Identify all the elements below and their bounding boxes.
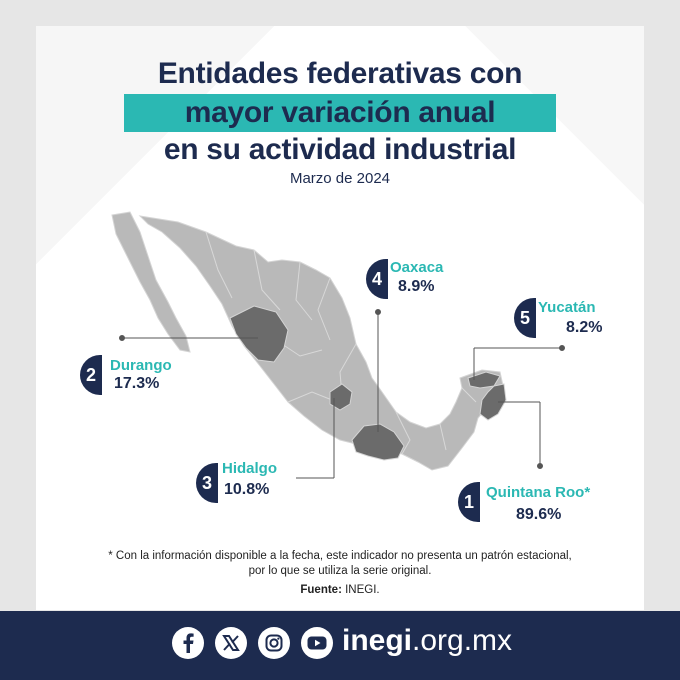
- map-state-quintana-roo: [479, 383, 507, 421]
- instagram-icon[interactable]: [258, 627, 290, 659]
- state-value-oaxaca: 8.9%: [398, 278, 435, 295]
- state-name-oaxaca: Oaxaca: [390, 259, 444, 276]
- rank-badge-5: 5: [514, 298, 536, 338]
- state-name-yucatan: Yucatán: [538, 299, 596, 316]
- title-line-3: en su actividad industrial: [163, 133, 517, 166]
- facebook-icon[interactable]: [172, 627, 204, 659]
- footnote: * Con la información disponible a la fec…: [80, 549, 600, 579]
- map-state-durango: [229, 305, 289, 363]
- footer-bar: [0, 611, 680, 680]
- x-icon[interactable]: [215, 627, 247, 659]
- title-line-1: Entidades federativas con: [157, 57, 523, 90]
- source-label: Fuente:: [300, 584, 342, 596]
- state-value-hidalgo: 10.8%: [224, 481, 270, 498]
- source-value: INEGI.: [345, 584, 380, 596]
- title-line-2: mayor variación anual: [0, 94, 680, 132]
- map-baja-california: [111, 211, 191, 353]
- state-value-yucatan: 8.2%: [566, 319, 603, 336]
- rank-badge-1: 1: [458, 482, 480, 522]
- source-line: Fuente: INEGI.: [0, 584, 680, 596]
- leader-lines: [119, 309, 565, 479]
- footnote-line-1: * Con la información disponible a la fec…: [108, 550, 572, 562]
- rank-badge-3: 3: [196, 463, 218, 503]
- map-state-hidalgo: [329, 383, 353, 411]
- rank-badge-4: 4: [366, 259, 388, 299]
- map-state-oaxaca: [351, 423, 405, 461]
- map-mainland: [138, 215, 505, 471]
- website-domain: .org.mx: [412, 624, 513, 657]
- state-name-quintana-roo: Quintana Roo*: [486, 484, 591, 501]
- state-name-hidalgo: Hidalgo: [222, 460, 277, 477]
- website-link[interactable]: inegi.org.mx: [342, 624, 512, 658]
- website-bold: inegi: [342, 624, 413, 657]
- state-name-durango: Durango: [110, 357, 172, 374]
- state-value-quintana-roo: 89.6%: [516, 506, 562, 523]
- footnote-line-2: por lo que se utiliza la serie original.: [248, 565, 432, 577]
- state-value-durango: 17.3%: [114, 375, 160, 392]
- rank-badge-2: 2: [80, 355, 102, 395]
- subtitle-date: Marzo de 2024: [289, 170, 391, 187]
- title-highlight: mayor variación anual: [124, 94, 556, 132]
- youtube-icon[interactable]: [301, 627, 333, 659]
